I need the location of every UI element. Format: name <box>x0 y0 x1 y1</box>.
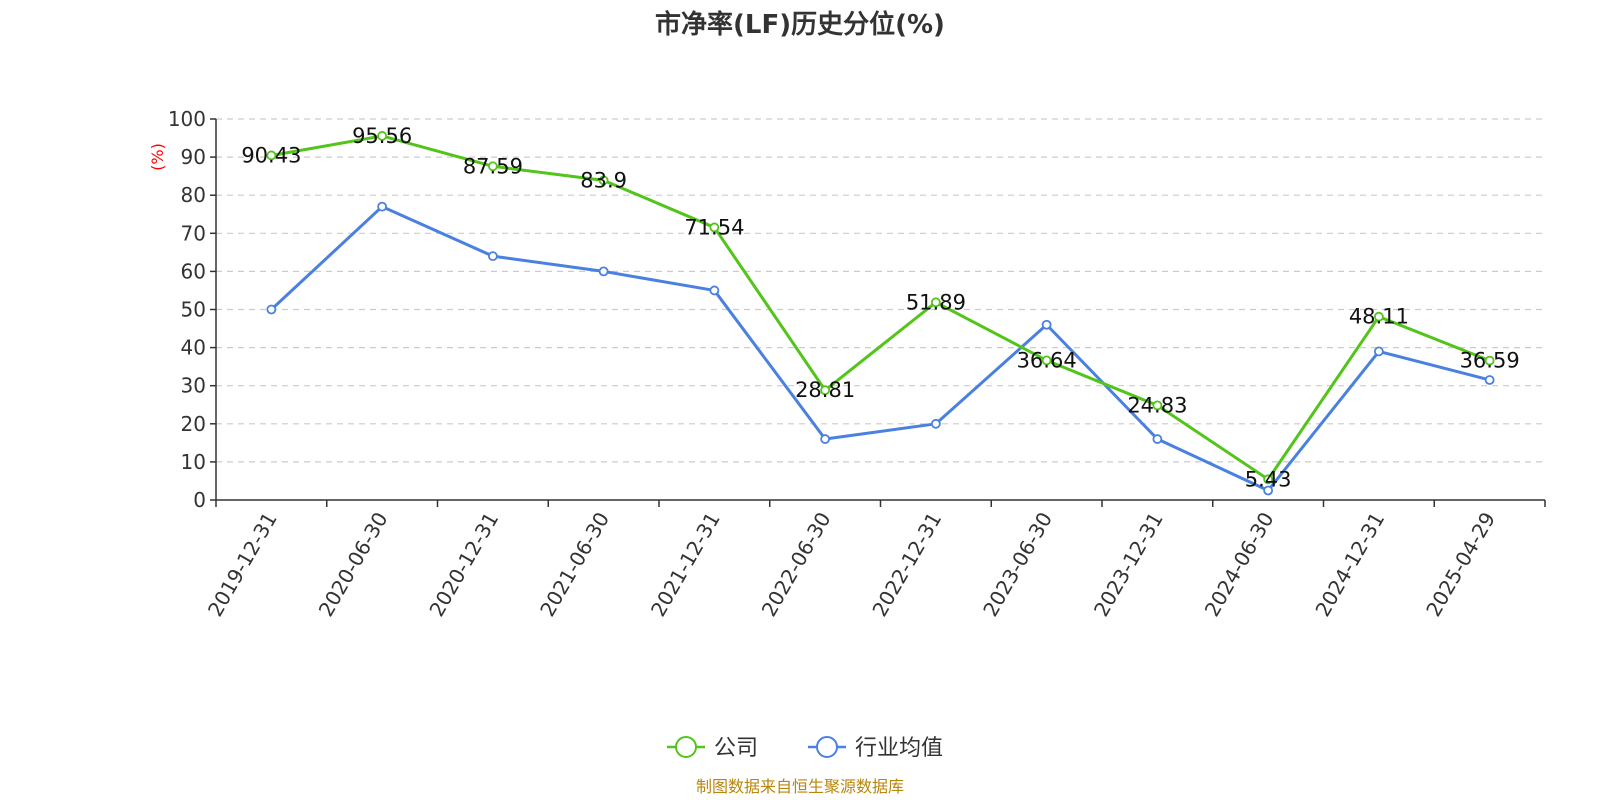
legend-swatch-marker <box>675 736 697 758</box>
x-ticks: 2019-12-31 2020-06-30 2020-12-31 2021-06-30… <box>203 500 1546 621</box>
legend-item[interactable]: 公司 <box>667 736 758 761</box>
data-point <box>930 418 941 429</box>
data-point <box>266 150 277 161</box>
data-point <box>1373 311 1384 322</box>
data-label: 90.43 <box>241 143 301 167</box>
x-tick-label: 2023-06-30 <box>978 508 1057 621</box>
y-tick-label: 60 <box>181 259 206 283</box>
x-tick-label: 2022-06-30 <box>757 508 836 621</box>
y-axis-label: (%) <box>148 143 167 171</box>
data-label: 87.59 <box>463 154 523 178</box>
x-tick-label: 2025-04-29 <box>1421 508 1500 621</box>
x-tick-label: 2023-12-31 <box>1089 508 1168 621</box>
data-point <box>820 385 831 396</box>
data-point <box>1373 346 1384 357</box>
x-tick-label: 2020-06-30 <box>314 508 393 621</box>
x-tick-label: 2021-06-30 <box>535 508 614 621</box>
y-tick-label: 10 <box>181 450 206 474</box>
y-tick-label: 0 <box>193 488 206 512</box>
data-point <box>1484 375 1495 385</box>
data-point <box>930 297 941 308</box>
data-label: 36.59 <box>1460 349 1520 373</box>
data-point <box>1041 355 1052 366</box>
y-tick-label: 80 <box>181 183 206 207</box>
series-line <box>270 205 1490 492</box>
data-point <box>1484 355 1495 366</box>
data-point <box>487 251 498 262</box>
data-point <box>598 266 609 277</box>
data-point <box>709 285 720 296</box>
y-tick-label: 20 <box>181 412 206 436</box>
data-point <box>487 161 498 172</box>
chart-title: 市净率(LF)历史分位(%) <box>655 10 945 40</box>
y-tick-label: 50 <box>181 298 206 322</box>
data-label: 95.56 <box>352 124 412 148</box>
data-label: 36.64 <box>1017 348 1077 372</box>
y-tick-label: 30 <box>181 374 206 398</box>
y-tick-label: 90 <box>181 145 206 169</box>
data-label: 24.83 <box>1127 393 1187 417</box>
y-ticks: 0 10 20 30 40 50 60 70 80 90 100 <box>168 107 216 512</box>
data-point <box>1263 485 1274 496</box>
y-tick-label: 40 <box>181 336 206 360</box>
data-label: 83.9 <box>580 168 627 192</box>
legend-label: 行业均值 <box>855 736 943 761</box>
series-group <box>266 131 1495 496</box>
data-label: 51.89 <box>906 290 966 314</box>
grid-lines <box>216 118 1545 463</box>
data-point <box>266 304 277 315</box>
data-point <box>820 434 831 444</box>
data-point <box>1152 434 1163 444</box>
data-point <box>377 201 388 212</box>
x-tick-label: 2019-12-31 <box>203 508 282 621</box>
data-label: 48.11 <box>1349 305 1409 329</box>
series-line <box>271 134 1491 481</box>
x-tick-label: 2024-12-31 <box>1310 508 1389 621</box>
legend-item[interactable]: 行业均值 <box>808 736 943 761</box>
source-note: 制图数据来自恒生聚源数据库 <box>695 777 904 796</box>
data-point <box>1152 400 1163 411</box>
legend-swatch-marker <box>816 736 838 758</box>
x-tick-label: 2020-12-31 <box>424 508 503 621</box>
x-tick-label: 2024-06-30 <box>1200 508 1279 621</box>
data-point <box>1041 319 1052 330</box>
legend-label: 公司 <box>714 736 758 761</box>
data-point <box>1263 474 1274 485</box>
data-label: 5.43 <box>1245 467 1292 491</box>
data-label: 28.81 <box>795 378 855 402</box>
x-tick-label: 2022-12-31 <box>867 508 946 621</box>
data-point <box>709 222 720 233</box>
data-point <box>598 175 609 186</box>
data-labels: 90.43 95.56 87.59 83.9 71.54 28.81 51.89 36.64 2… <box>241 124 1519 491</box>
y-tick-label: 70 <box>181 221 206 245</box>
y-tick-label: 100 <box>168 107 206 131</box>
legend[interactable]: 公司 行业均值 <box>667 736 943 761</box>
data-label: 71.54 <box>684 215 744 239</box>
x-tick-label: 2021-12-31 <box>646 508 725 621</box>
data-point <box>377 131 388 141</box>
